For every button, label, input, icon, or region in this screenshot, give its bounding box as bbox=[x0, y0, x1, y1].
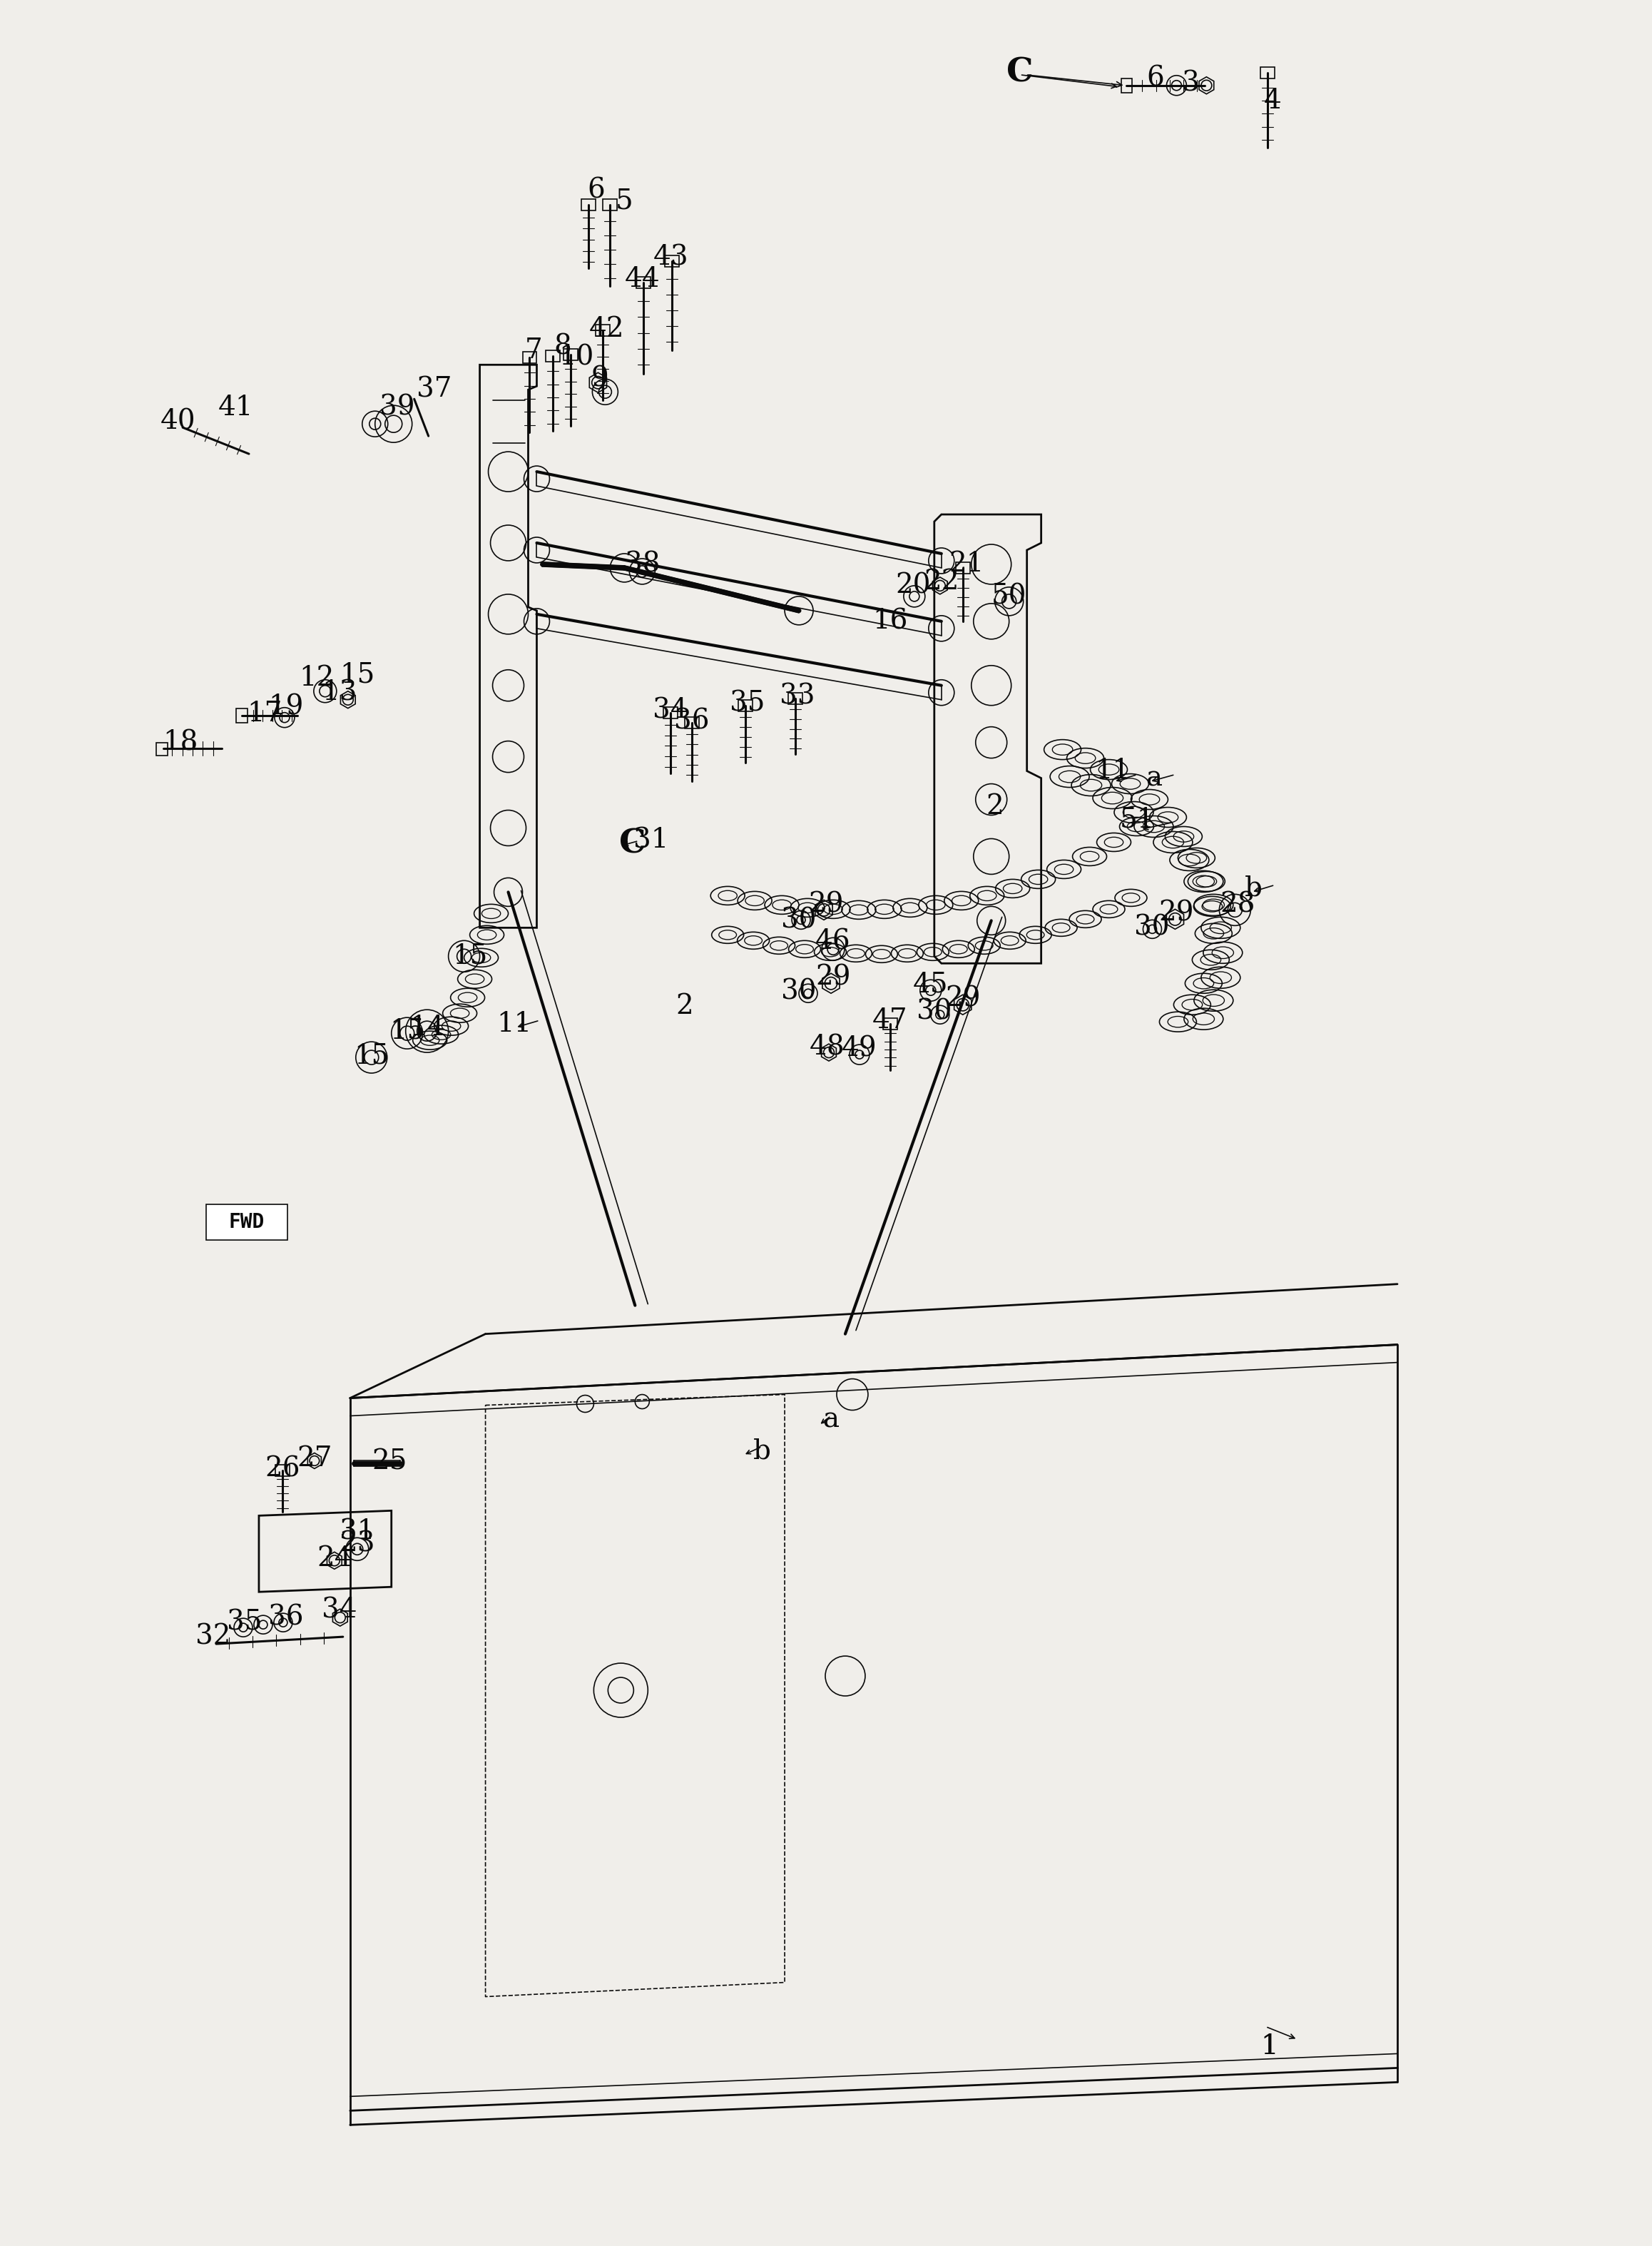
Text: 31: 31 bbox=[633, 827, 669, 853]
Bar bbox=[603, 198, 618, 211]
Text: 2: 2 bbox=[986, 793, 1004, 820]
Text: 8: 8 bbox=[553, 335, 572, 359]
Text: 30: 30 bbox=[781, 979, 816, 1004]
Text: 22: 22 bbox=[923, 568, 960, 595]
Text: 15: 15 bbox=[340, 663, 375, 687]
Text: 14: 14 bbox=[410, 1015, 444, 1040]
Text: 49: 49 bbox=[843, 1035, 877, 1062]
Text: b: b bbox=[1244, 876, 1262, 901]
Text: 16: 16 bbox=[872, 609, 907, 636]
Text: 3: 3 bbox=[1181, 70, 1199, 97]
Text: 24: 24 bbox=[317, 1545, 352, 1572]
Text: 11: 11 bbox=[1095, 757, 1130, 784]
Text: 27: 27 bbox=[297, 1446, 332, 1471]
Text: 39: 39 bbox=[380, 395, 415, 420]
FancyBboxPatch shape bbox=[206, 1204, 287, 1240]
Text: 28: 28 bbox=[1221, 892, 1256, 919]
Bar bbox=[738, 701, 753, 712]
Text: 29: 29 bbox=[945, 986, 980, 1013]
Text: 15: 15 bbox=[453, 943, 487, 970]
Text: FWD: FWD bbox=[230, 1213, 264, 1233]
Bar bbox=[582, 198, 596, 211]
Bar bbox=[522, 353, 537, 364]
Bar bbox=[596, 326, 610, 337]
Bar bbox=[563, 348, 578, 362]
Text: 21: 21 bbox=[948, 550, 985, 577]
Text: 5: 5 bbox=[616, 189, 633, 213]
Bar bbox=[686, 716, 699, 728]
Text: 48: 48 bbox=[809, 1033, 846, 1060]
Text: 43: 43 bbox=[653, 245, 689, 272]
Text: 30: 30 bbox=[1133, 914, 1170, 941]
Text: 11: 11 bbox=[496, 1011, 532, 1038]
Bar bbox=[1122, 79, 1132, 92]
Text: 45: 45 bbox=[914, 973, 948, 997]
Text: 37: 37 bbox=[416, 377, 451, 402]
Text: 35: 35 bbox=[730, 690, 765, 716]
Text: 15: 15 bbox=[354, 1042, 390, 1069]
Text: 41: 41 bbox=[218, 395, 254, 420]
Text: 4: 4 bbox=[1264, 88, 1282, 115]
Bar bbox=[157, 743, 169, 755]
Bar bbox=[547, 350, 560, 362]
Text: C: C bbox=[1006, 56, 1032, 90]
Text: 20: 20 bbox=[895, 573, 930, 600]
Text: 38: 38 bbox=[624, 550, 659, 577]
Text: a: a bbox=[1145, 766, 1161, 791]
Bar bbox=[636, 276, 651, 287]
Text: 42: 42 bbox=[588, 317, 624, 341]
Text: a: a bbox=[823, 1406, 839, 1433]
Bar bbox=[236, 707, 248, 723]
Text: 1: 1 bbox=[1260, 2033, 1279, 2060]
Text: b: b bbox=[753, 1437, 771, 1464]
Text: 18: 18 bbox=[164, 730, 198, 755]
Bar bbox=[955, 562, 970, 573]
Text: 32: 32 bbox=[195, 1624, 231, 1651]
Text: 34: 34 bbox=[653, 696, 689, 723]
Text: 19: 19 bbox=[268, 694, 304, 721]
Text: 30: 30 bbox=[781, 907, 816, 934]
Text: 31: 31 bbox=[340, 1518, 375, 1545]
Bar bbox=[276, 1464, 289, 1476]
Bar bbox=[1260, 67, 1275, 79]
Text: 40: 40 bbox=[160, 409, 195, 436]
Text: 1: 1 bbox=[1260, 2033, 1279, 2060]
Text: 51: 51 bbox=[1120, 806, 1155, 833]
Bar bbox=[884, 1017, 897, 1029]
Text: 13: 13 bbox=[322, 678, 357, 705]
Text: 35: 35 bbox=[226, 1610, 263, 1635]
Text: 34: 34 bbox=[322, 1597, 357, 1624]
Text: 44: 44 bbox=[624, 265, 659, 292]
Text: 29: 29 bbox=[808, 892, 844, 919]
Text: 47: 47 bbox=[872, 1006, 909, 1033]
Text: 2: 2 bbox=[676, 993, 694, 1020]
Text: 7: 7 bbox=[525, 337, 544, 364]
Bar bbox=[664, 707, 677, 719]
Text: 12: 12 bbox=[299, 665, 334, 692]
Text: 30: 30 bbox=[917, 999, 952, 1024]
Text: 50: 50 bbox=[991, 584, 1028, 609]
Bar bbox=[788, 692, 803, 703]
Text: 36: 36 bbox=[268, 1604, 304, 1631]
Text: 29: 29 bbox=[816, 964, 851, 990]
Text: 6: 6 bbox=[1146, 65, 1165, 92]
Text: 9: 9 bbox=[591, 366, 608, 393]
Text: 17: 17 bbox=[248, 701, 282, 728]
Text: 26: 26 bbox=[264, 1455, 301, 1482]
Text: 36: 36 bbox=[674, 707, 710, 734]
Text: 33: 33 bbox=[780, 683, 814, 710]
Text: 15: 15 bbox=[390, 1017, 425, 1044]
Text: C: C bbox=[620, 827, 646, 860]
Text: 46: 46 bbox=[816, 930, 851, 955]
Text: 25: 25 bbox=[372, 1449, 406, 1476]
Text: 23: 23 bbox=[340, 1532, 375, 1556]
Text: 29: 29 bbox=[1158, 901, 1194, 928]
Text: 6: 6 bbox=[586, 177, 605, 204]
Bar bbox=[666, 256, 679, 267]
Text: 10: 10 bbox=[558, 344, 595, 371]
